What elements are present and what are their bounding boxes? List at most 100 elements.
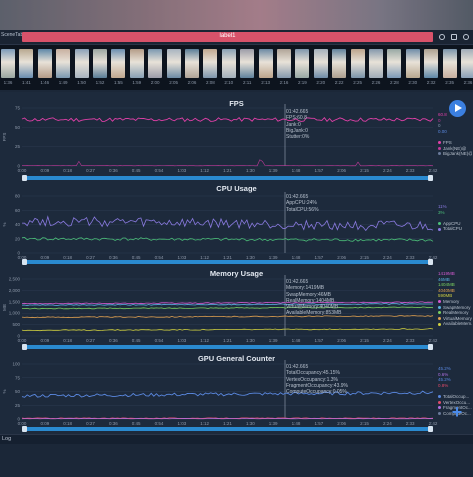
filmstrip-frame[interactable]: [56, 49, 71, 78]
scene-tab-label[interactable]: SceneTab: [1, 32, 24, 38]
fps-legend-entry[interactable]: Jank(NE)@: [438, 146, 472, 152]
memory-ytick: 1,500: [9, 299, 21, 304]
filmstrip-frame[interactable]: [387, 49, 402, 78]
cpu-ytick: 20: [15, 236, 21, 241]
label-bar[interactable]: label1: [22, 32, 433, 42]
filmstrip-frame[interactable]: [1, 49, 15, 78]
cpu-legend-label: AppCPU: [443, 220, 461, 226]
memory-legend-entry[interactable]: Memory: [438, 299, 472, 305]
filmstrip-frame[interactable]: [424, 49, 439, 78]
gpu-scroll-handle-right[interactable]: [428, 426, 433, 432]
cpu-legend-entry[interactable]: AppCPU: [438, 221, 472, 227]
plus-icon[interactable]: +: [451, 402, 463, 422]
refresh-icon[interactable]: [451, 34, 457, 40]
filmstrip-frame[interactable]: [258, 49, 273, 78]
filmstrip-time: 2:16: [279, 80, 289, 85]
filmstrip-frame[interactable]: [313, 49, 328, 78]
memory-legend-entry[interactable]: SwapMemory: [438, 305, 472, 311]
fps-legend-entry[interactable]: BigJank(NE)@: [438, 151, 472, 157]
gpu-timeline-scrollbar[interactable]: [22, 426, 433, 432]
filmstrip-time: 1:55: [114, 80, 123, 85]
legend-dot-icon: [438, 141, 441, 145]
filmstrip-frame[interactable]: [350, 49, 365, 78]
log-tab[interactable]: Log: [2, 436, 12, 442]
gpu-legend-entry[interactable]: ComputeOc...: [438, 411, 472, 417]
gpu-legend-entry[interactable]: FragmentOc...: [438, 405, 472, 411]
fps-legend-value: 0: [438, 117, 441, 123]
cpu-xtick: 0:54: [155, 255, 164, 260]
filmstrip-time: 2:35: [445, 80, 454, 85]
memory-info-box: 01:42.665 Memory:1419MB SwapMemory:46MB …: [286, 279, 342, 317]
gpu-legend-entry[interactable]: VertexOccu...: [438, 400, 472, 406]
memory-legend-entry[interactable]: AvailableMem...: [438, 321, 472, 327]
fps-legend-label: Jank(NE)@: [443, 145, 467, 151]
memory-scroll-handle-right[interactable]: [428, 344, 433, 350]
memory-xtick: 2:24: [383, 338, 392, 343]
memory-xtick: 1:12: [200, 338, 209, 343]
fps-xtick: 1:39: [269, 168, 278, 173]
memory-scroll-handle-left[interactable]: [22, 344, 27, 350]
play-icon[interactable]: [449, 100, 466, 117]
filmstrip-frame[interactable]: [148, 49, 163, 78]
cpu-timeline-scrollbar[interactable]: [22, 259, 433, 265]
fps-legend-entry[interactable]: FPS: [438, 140, 472, 146]
filmstrip-frame[interactable]: [332, 49, 347, 78]
memory-legend-entry[interactable]: RealMemory: [438, 310, 472, 316]
filmstrip-frame[interactable]: [93, 49, 107, 78]
filmstrip-frame[interactable]: [295, 49, 310, 78]
filmstrip-time: 2:13: [261, 80, 270, 85]
filmstrip-frame[interactable]: [19, 49, 34, 78]
legend-dot-icon: [438, 311, 441, 315]
filmstrip-frame[interactable]: [37, 49, 52, 78]
filmstrip-frame[interactable]: [185, 49, 199, 78]
gpu-legend-value: 0.6%: [438, 371, 449, 377]
filmstrip-time: 2:08: [206, 80, 215, 85]
filmstrip-frame[interactable]: [74, 49, 89, 78]
gpu-legend-entry[interactable]: TotalOccup...: [438, 394, 472, 400]
filmstrip-frame[interactable]: [277, 49, 291, 78]
filmstrip-frame[interactable]: [442, 49, 457, 78]
filmstrip-frame[interactable]: [369, 49, 383, 78]
filmstrip-time: 1:36: [3, 80, 13, 85]
filmstrip-frame[interactable]: [111, 49, 126, 78]
gpu-scroll-handle-left[interactable]: [22, 426, 27, 432]
filmstrip-frame[interactable]: [240, 49, 255, 78]
cloud-icon[interactable]: [463, 34, 469, 40]
fps-xtick: 1:48: [292, 168, 301, 173]
filmstrip-time: 2:32: [426, 80, 436, 85]
fps-scroll-handle-left[interactable]: [22, 175, 27, 181]
cpu-legend-entry[interactable]: TotalCPU: [438, 226, 472, 232]
gear-icon[interactable]: [439, 34, 445, 40]
cpu-xtick: 1:12: [200, 255, 209, 260]
memory-timeline-scrollbar[interactable]: [22, 344, 433, 350]
cpu-scroll-handle-right[interactable]: [428, 259, 433, 265]
gpu-ytick: 100: [12, 362, 20, 367]
memory-series-line: [21, 306, 434, 310]
cpu-scroll-handle-left[interactable]: [22, 259, 27, 265]
filmstrip-frame[interactable]: [166, 49, 181, 78]
filmstrip-frame[interactable]: [221, 49, 236, 78]
cpu-xtick: 0:45: [132, 255, 141, 260]
fps-xtick: 0:27: [86, 168, 95, 173]
filmstrip-time: 2:26: [371, 80, 381, 85]
fps-timeline-scrollbar[interactable]: [22, 175, 433, 181]
cpu-legend-value: 3%: [438, 209, 445, 215]
filmstrip-frame[interactable]: [461, 49, 473, 78]
filmstrip-frame[interactable]: [203, 49, 218, 78]
fps-scroll-handle-right[interactable]: [428, 175, 433, 181]
filmstrip-frame[interactable]: [405, 49, 420, 78]
fps-xtick: 2:15: [360, 168, 369, 173]
memory-xtick: 2:15: [360, 338, 369, 343]
filmstrip-time: 2:30: [408, 80, 418, 85]
cpu-xtick: 1:21: [223, 255, 232, 260]
cpu-xtick: 2:06: [337, 255, 346, 260]
memory-title: Memory Usage: [209, 269, 264, 278]
cpu-ytick: 0: [17, 251, 20, 256]
memory-legend-entry[interactable]: VirtualMemory: [438, 316, 472, 322]
fps-title: FPS: [229, 99, 244, 108]
filmstrip-frame[interactable]: [129, 49, 144, 78]
gpu-xtick: 1:48: [292, 421, 301, 426]
fps-xtick: 0:18: [63, 168, 72, 173]
cpu-xtick: 1:03: [177, 255, 186, 260]
screenshot-filmstrip[interactable]: 1:36 1:41 1:46 1:49 1:50 1:52 1:55 1:59 2:00 2:05…: [0, 45, 473, 90]
